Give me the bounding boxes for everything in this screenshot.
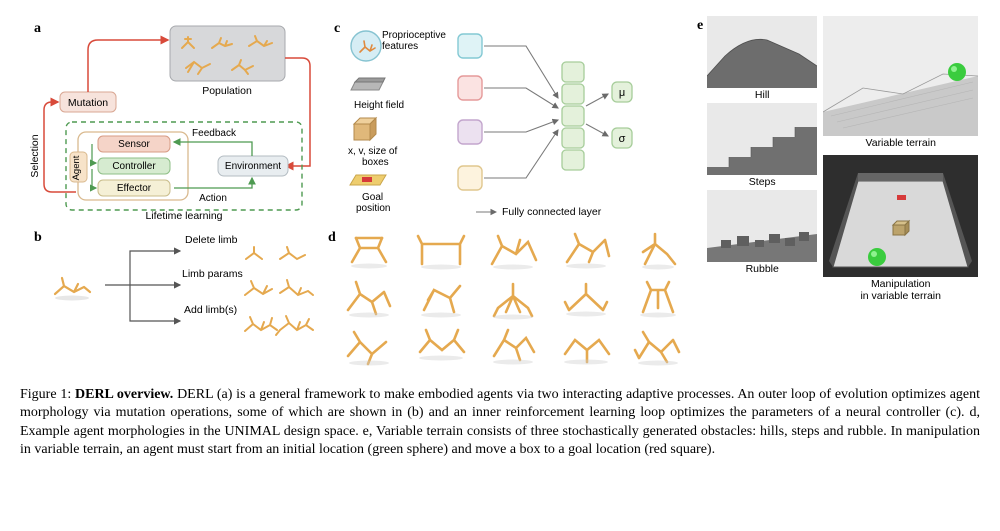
morph-10 (631, 278, 685, 320)
morph-7 (414, 278, 468, 320)
agent-label: Agent (71, 155, 82, 180)
panel-a-label: a (34, 21, 41, 36)
morph-2 (414, 230, 468, 272)
morph-3 (486, 230, 540, 272)
column-cd: c Proprioceptive features (326, 16, 691, 368)
caption-prefix: Figure 1: (20, 387, 71, 402)
sigma-label: σ (619, 133, 626, 145)
morph-11 (342, 326, 396, 368)
morph-14 (559, 326, 613, 368)
variable-terrain (823, 16, 978, 136)
op-params: Limb params (182, 268, 243, 280)
sensor-label: Sensor (118, 139, 150, 150)
fc-label: Fully connected layer (502, 206, 602, 218)
panel-a: a Population (20, 16, 320, 221)
morph-9 (559, 278, 613, 320)
rubble-caption: Rubble (707, 263, 817, 275)
lifetime-label: Lifetime learning (145, 210, 222, 221)
morph-5 (631, 230, 685, 272)
fc-stack (562, 62, 584, 170)
column-e: e Hill (697, 16, 980, 302)
panel-c-label: c (334, 21, 340, 36)
c-in2b: boxes (362, 157, 389, 168)
c-in1: Height field (354, 100, 404, 111)
c-in3a: Goal (362, 192, 383, 203)
column-ab: a Population (20, 16, 320, 347)
terrain-steps (707, 103, 817, 175)
panel-b-diagram: b Delete limb Limb params Add (20, 227, 320, 347)
manipulation-terrain (823, 155, 978, 277)
population-label: Population (202, 85, 252, 97)
morphology-grid (342, 230, 691, 368)
c-in0-b: features (382, 41, 418, 52)
morph-8 (486, 278, 540, 320)
morph-1 (342, 230, 396, 272)
op-add: Add limb(s) (184, 304, 237, 316)
panel-e-label: e (697, 16, 703, 34)
caption-title: DERL overview. (75, 387, 173, 402)
morph-15 (631, 326, 685, 368)
panel-c: c Proprioceptive features (326, 16, 691, 226)
vt-caption: Variable terrain (823, 137, 978, 149)
terrain-hill (707, 16, 817, 88)
panel-b: b Delete limb Limb params Add (20, 227, 320, 347)
effector-label: Effector (117, 183, 152, 194)
manip-caption1: Manipulation (823, 278, 978, 290)
terrain-big: Variable terrain (823, 16, 978, 302)
terrain-rubble (707, 190, 817, 262)
panel-a-diagram: a Population (20, 16, 320, 221)
panel-d-label: d (326, 230, 342, 246)
panel-d: d (326, 230, 691, 368)
c-in0-a: Proprioceptive (382, 30, 446, 41)
mu-label: μ (619, 87, 625, 99)
manip-caption2: in variable terrain (823, 290, 978, 302)
morph-6 (342, 278, 396, 320)
figure-caption: Figure 1: DERL overview. DERL (a) is a g… (20, 386, 980, 460)
panel-c-diagram: c Proprioceptive features (326, 16, 691, 221)
figure-panels: a Population (20, 16, 980, 368)
selection-label: Selection (29, 134, 41, 177)
morph-13 (486, 326, 540, 368)
mutation-label: Mutation (68, 97, 108, 109)
morph-4 (559, 230, 613, 272)
panel-b-label: b (34, 230, 42, 245)
action-label: Action (199, 193, 227, 204)
hill-caption: Hill (707, 89, 817, 101)
terrain-thumbnails: Hill Steps (707, 16, 817, 302)
c-in3b: position (356, 203, 390, 214)
c-in2a: x, v, size of (348, 146, 397, 157)
environment-label: Environment (225, 161, 281, 172)
morph-12 (414, 326, 468, 368)
controller-label: Controller (112, 161, 156, 172)
op-delete: Delete limb (185, 234, 238, 246)
steps-caption: Steps (707, 176, 817, 188)
feedback-label: Feedback (192, 128, 237, 139)
